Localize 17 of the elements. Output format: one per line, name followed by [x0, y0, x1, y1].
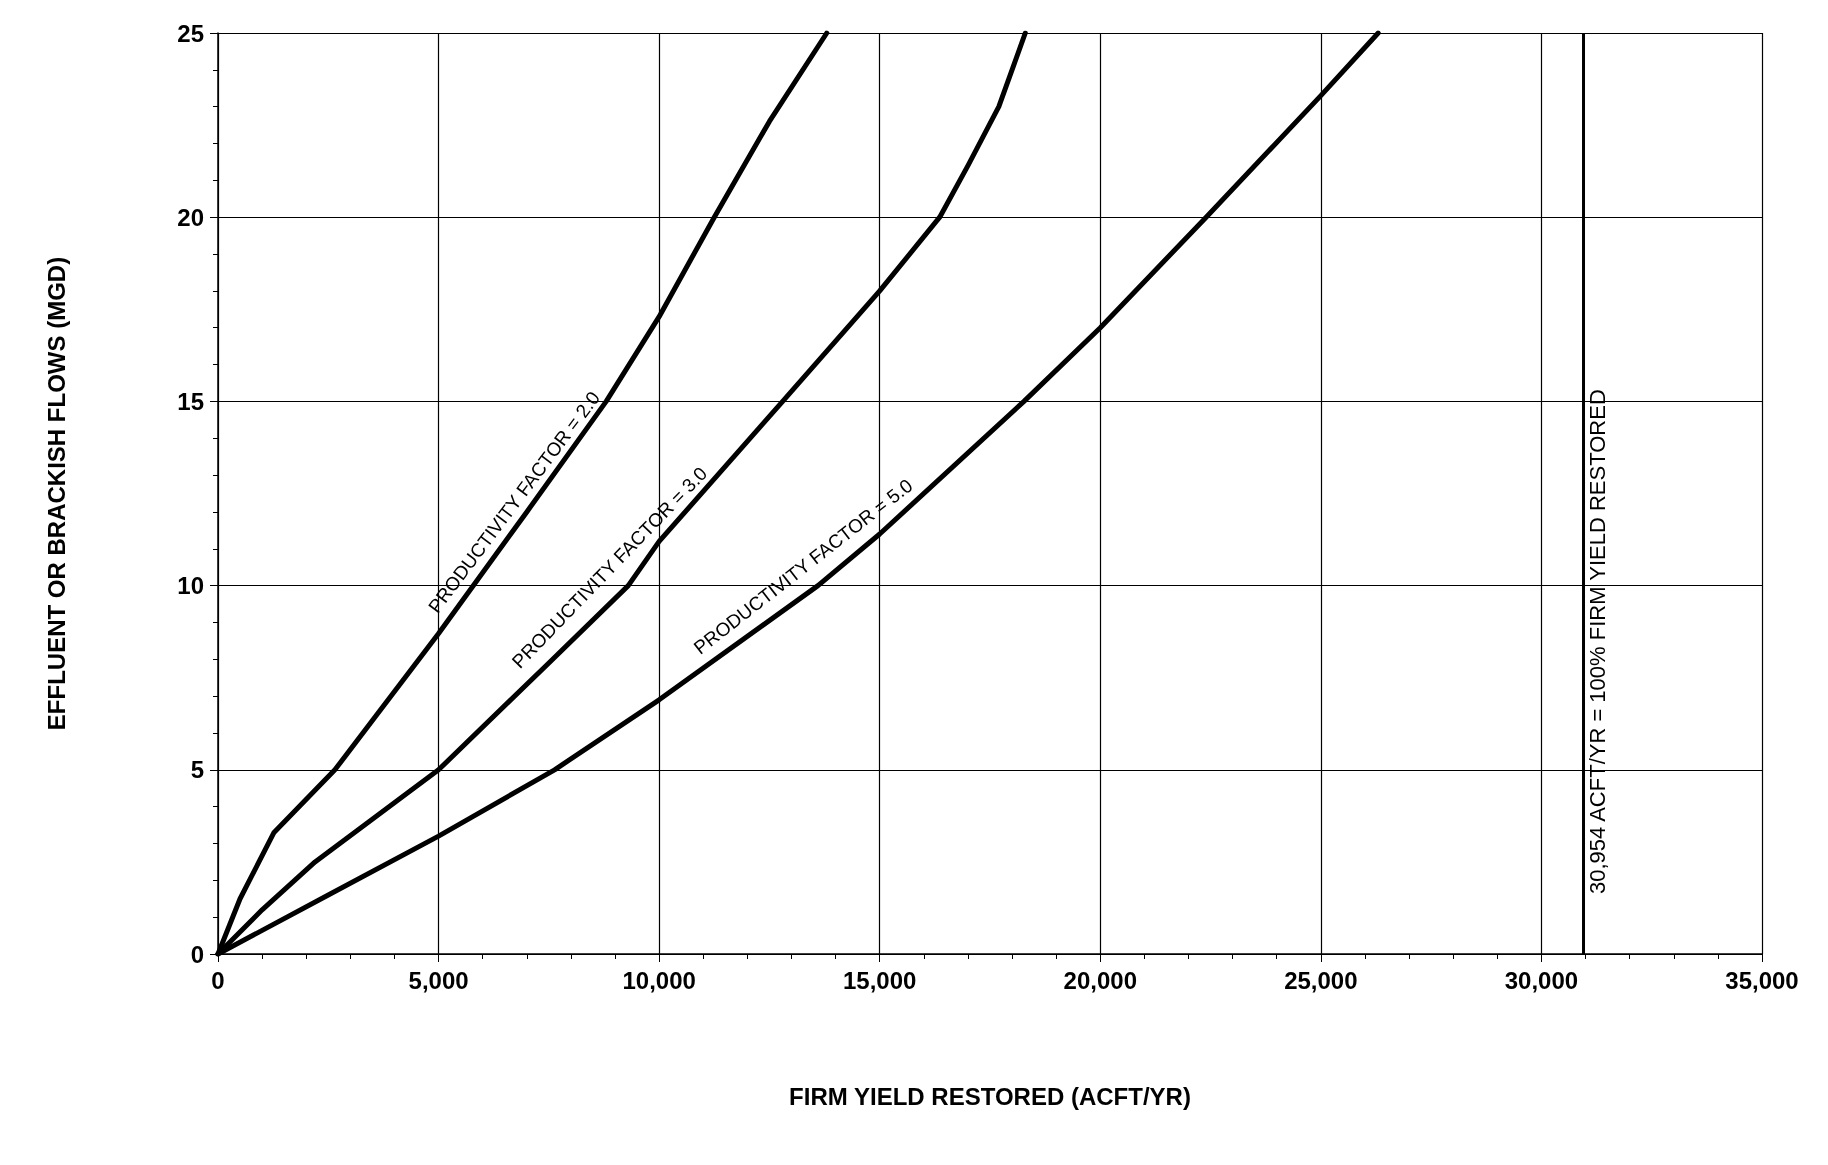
- x-tick-label: 20,000: [1063, 966, 1137, 994]
- y-tick-label: 20: [177, 203, 204, 231]
- x-tick-label: 25,000: [1284, 966, 1358, 994]
- y-tick-label: 15: [177, 387, 204, 415]
- x-tick-label: 30,000: [1504, 966, 1579, 994]
- y-axis-title: EFFLUENT OR BRACKISH FLOWS (MGD): [42, 256, 70, 731]
- x-tick-label: 35,000: [1725, 966, 1799, 994]
- ref-line-label: 30,954 ACFT/YR = 100% FIRM YIELD RESTORED: [1585, 389, 1611, 894]
- x-axis-title: FIRM YIELD RESTORED (ACFT/YR): [789, 1082, 1191, 1110]
- x-tick-label: 0: [211, 966, 225, 994]
- x-tick-label: 5,000: [408, 966, 469, 994]
- y-tick-label: 5: [190, 756, 204, 784]
- y-tick-label: 0: [190, 940, 204, 968]
- y-tick-label: 25: [177, 19, 204, 47]
- x-tick-label: 10,000: [622, 966, 696, 994]
- x-tick-label: 15,000: [843, 966, 917, 994]
- y-tick-label: 10: [177, 572, 204, 600]
